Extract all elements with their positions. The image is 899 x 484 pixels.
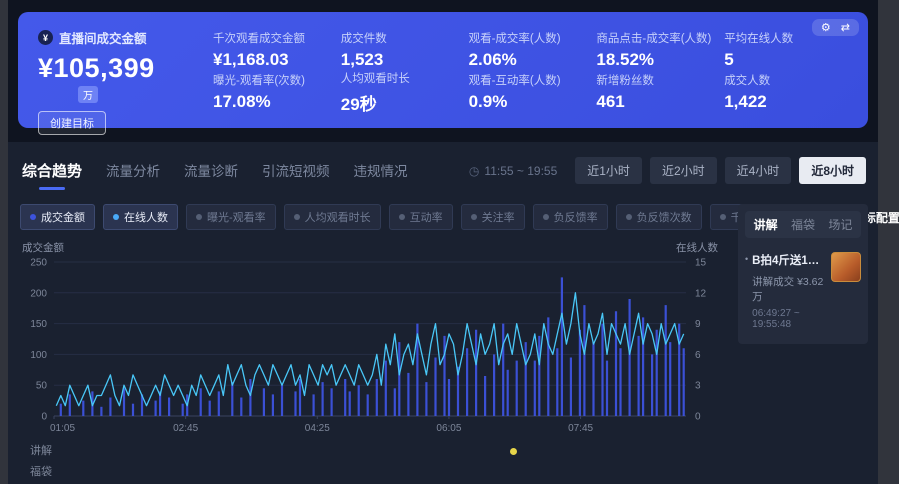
chart-column: 成交金额 在线人数 曝光-观看率 人均观看时长 互动率 关注率 负反馈率 负反馈… <box>20 204 899 483</box>
series-dot <box>398 214 405 220</box>
trend-chart: 0 50 100 150 200 250 0 3 6 9 12 15 成交金额 在线人数 01:05 02:4… <box>20 240 726 483</box>
clock-icon: ◷ <box>468 163 480 178</box>
svg-text:6: 6 <box>695 350 701 361</box>
chip-follow-rate[interactable]: 关注率 <box>460 204 525 230</box>
svg-text:200: 200 <box>30 288 47 299</box>
panel-tab-explain[interactable]: 讲解 <box>753 218 778 232</box>
range-button-4h[interactable]: 近4小时 <box>724 157 792 184</box>
explain-marker-row: 讲解 <box>20 441 726 462</box>
tabs-bar: 综合趋势 流量分析 流量诊断 引流短视频 违规情况 ◷ 11:55 ~ 19:5… <box>8 142 878 192</box>
svg-text:0: 0 <box>41 412 47 423</box>
explain-item-time: 06:49:27 ~ 19:55:48 <box>752 308 800 330</box>
svg-text:在线人数: 在线人数 <box>676 241 718 254</box>
chip-interaction-rate[interactable]: 互动率 <box>388 204 453 230</box>
tab-traffic-analysis[interactable]: 流量分析 <box>106 164 161 179</box>
tab-overall-trend[interactable]: 综合趋势 <box>22 160 82 190</box>
kpi-metric: 成交件数 1,523 <box>340 33 387 69</box>
svg-text:04:25: 04:25 <box>305 423 330 434</box>
coin-icon: ¥ <box>38 30 53 45</box>
timeline-marker-dot[interactable] <box>510 448 518 455</box>
chip-online-users[interactable]: 在线人数 <box>103 204 178 230</box>
series-dot <box>719 214 726 220</box>
kpi-metric: 人均观看时长 29秒 <box>340 73 410 114</box>
series-dot <box>293 214 300 220</box>
svg-text:成交金额: 成交金额 <box>22 241 64 254</box>
kpi-metric: 观看-互动率(人数) 0.9% <box>468 75 561 111</box>
time-range-label: ◷ 11:55 ~ 19:55 <box>468 163 558 178</box>
kpi-column: 观看-成交率(人数) 2.06% 观看-互动率(人数) 0.9% <box>469 28 597 116</box>
svg-text:9: 9 <box>695 319 701 330</box>
series-dot <box>542 214 549 220</box>
chip-negative-feedback-count[interactable]: 负反馈次数 <box>615 204 702 230</box>
svg-text:0: 0 <box>695 412 701 423</box>
create-goal-button[interactable]: 创建目标 <box>38 111 106 135</box>
kpi-column: 商品点击-成交率(人数) 18.52% 新增粉丝数 461 <box>596 28 724 116</box>
kpi-column: 千次观看成交金额 ¥1,168.03 曝光-观看率(次数) 17.08% <box>213 28 341 116</box>
svg-text:06:05: 06:05 <box>436 423 461 434</box>
chip-exposure-view-rate[interactable]: 曝光-观看率 <box>186 204 276 230</box>
svg-text:3: 3 <box>695 381 701 392</box>
svg-text:02:45: 02:45 <box>173 423 198 434</box>
chip-avg-watch-time[interactable]: 人均观看时长 <box>283 204 381 230</box>
kpi-metric: 观看-成交率(人数) 2.06% <box>468 33 561 69</box>
svg-text:250: 250 <box>30 258 47 269</box>
kpi-main-value: ¥105,399 <box>38 53 155 83</box>
main-content: 成交金额 在线人数 曝光-观看率 人均观看时长 互动率 关注率 负反馈率 负反馈… <box>8 192 899 483</box>
kpi-section: ¥ 直播间成交金额 ¥105,399 万 创建目标 千次观看成交金额 ¥1,168… <box>8 0 878 142</box>
chip-gmv[interactable]: 成交金额 <box>20 204 95 230</box>
svg-text:50: 50 <box>36 381 48 392</box>
svg-text:01:05: 01:05 <box>50 423 75 434</box>
tab-traffic-diagnosis[interactable]: 流量诊断 <box>184 164 239 179</box>
svg-text:100: 100 <box>30 350 47 361</box>
series-dot <box>625 214 632 220</box>
panel-tab-lucky-bag[interactable]: 福袋 <box>790 218 815 232</box>
kpi-metric: 成交人数 1,422 <box>724 75 771 111</box>
explain-item[interactable]: • B拍4斤送1斤共35-4... 讲解成交 ¥3.62万 06:49:27 ~… <box>745 252 861 330</box>
kpi-column: 成交件数 1,523 人均观看时长 29秒 <box>341 28 469 116</box>
svg-text:15: 15 <box>695 258 707 269</box>
swap-icon[interactable]: ⇄ <box>840 22 850 34</box>
kpi-column: 平均在线人数 5 成交人数 1,422 <box>724 28 852 116</box>
kpi-metric: 千次观看成交金额 ¥1,168.03 <box>213 33 305 69</box>
series-dot <box>113 214 119 220</box>
kpi-main-title: 直播间成交金额 <box>59 32 147 46</box>
bullet-icon: • <box>745 254 749 264</box>
panel-tab-log[interactable]: 场记 <box>828 218 853 232</box>
trend-chart-svg[interactable]: 0 50 100 150 200 250 0 3 6 9 12 15 成交金额 在线人数 01:05 02:4… <box>20 240 720 436</box>
explain-panel-tabs: 讲解 福袋 场记 <box>745 211 861 238</box>
kpi-metric: 新增粉丝数 461 <box>596 75 654 111</box>
kpi-metric: 商品点击-成交率(人数) 18.52% <box>596 33 712 69</box>
explain-item-title: B拍4斤送1斤共35-4... <box>752 255 826 267</box>
gear-icon[interactable]: ⚙ <box>820 22 831 34</box>
svg-text:12: 12 <box>695 288 707 299</box>
series-dot <box>30 214 36 220</box>
card-tools: ⚙ ⇄ <box>811 19 859 36</box>
kpi-card: ¥ 直播间成交金额 ¥105,399 万 创建目标 千次观看成交金额 ¥1,168… <box>18 12 868 135</box>
explain-item-gmv: 讲解成交 ¥3.62万 <box>752 276 824 303</box>
range-button-8h[interactable]: 近8小时 <box>799 157 866 184</box>
metric-chips: 成交金额 在线人数 曝光-观看率 人均观看时长 互动率 关注率 负反馈率 负反馈… <box>20 204 899 230</box>
series-dot <box>196 214 202 220</box>
series-dot <box>470 214 477 220</box>
kpi-grid: 千次观看成交金额 ¥1,168.03 曝光-观看率(次数) 17.08% 成交件数 1… <box>213 28 852 116</box>
lucky-bag-marker-row: 福袋 <box>30 466 52 478</box>
kpi-metric: 曝光-观看率(次数) 17.08% <box>213 75 305 111</box>
kpi-metric: 平均在线人数 5 <box>724 33 794 69</box>
live-dashboard: ¥ 直播间成交金额 ¥105,399 万 创建目标 千次观看成交金额 ¥1,168… <box>8 0 899 484</box>
tab-short-video[interactable]: 引流短视频 <box>262 164 330 179</box>
chip-negative-feedback-rate[interactable]: 负反馈率 <box>532 204 608 230</box>
range-button-2h[interactable]: 近2小时 <box>649 157 717 184</box>
range-button-1h[interactable]: 近1小时 <box>575 157 642 184</box>
product-thumbnail <box>831 252 861 282</box>
kpi-main-metric: ¥ 直播间成交金额 ¥105,399 万 创建目标 <box>38 28 213 135</box>
explain-panel: 讲解 福袋 场记 • B拍4斤送1斤共35-4... 讲解成交 ¥3.62万 0… <box>738 204 868 344</box>
tab-violations[interactable]: 违规情况 <box>353 164 408 179</box>
svg-text:07:45: 07:45 <box>568 423 593 434</box>
svg-text:150: 150 <box>30 319 47 330</box>
unit-badge: 万 <box>78 86 98 103</box>
